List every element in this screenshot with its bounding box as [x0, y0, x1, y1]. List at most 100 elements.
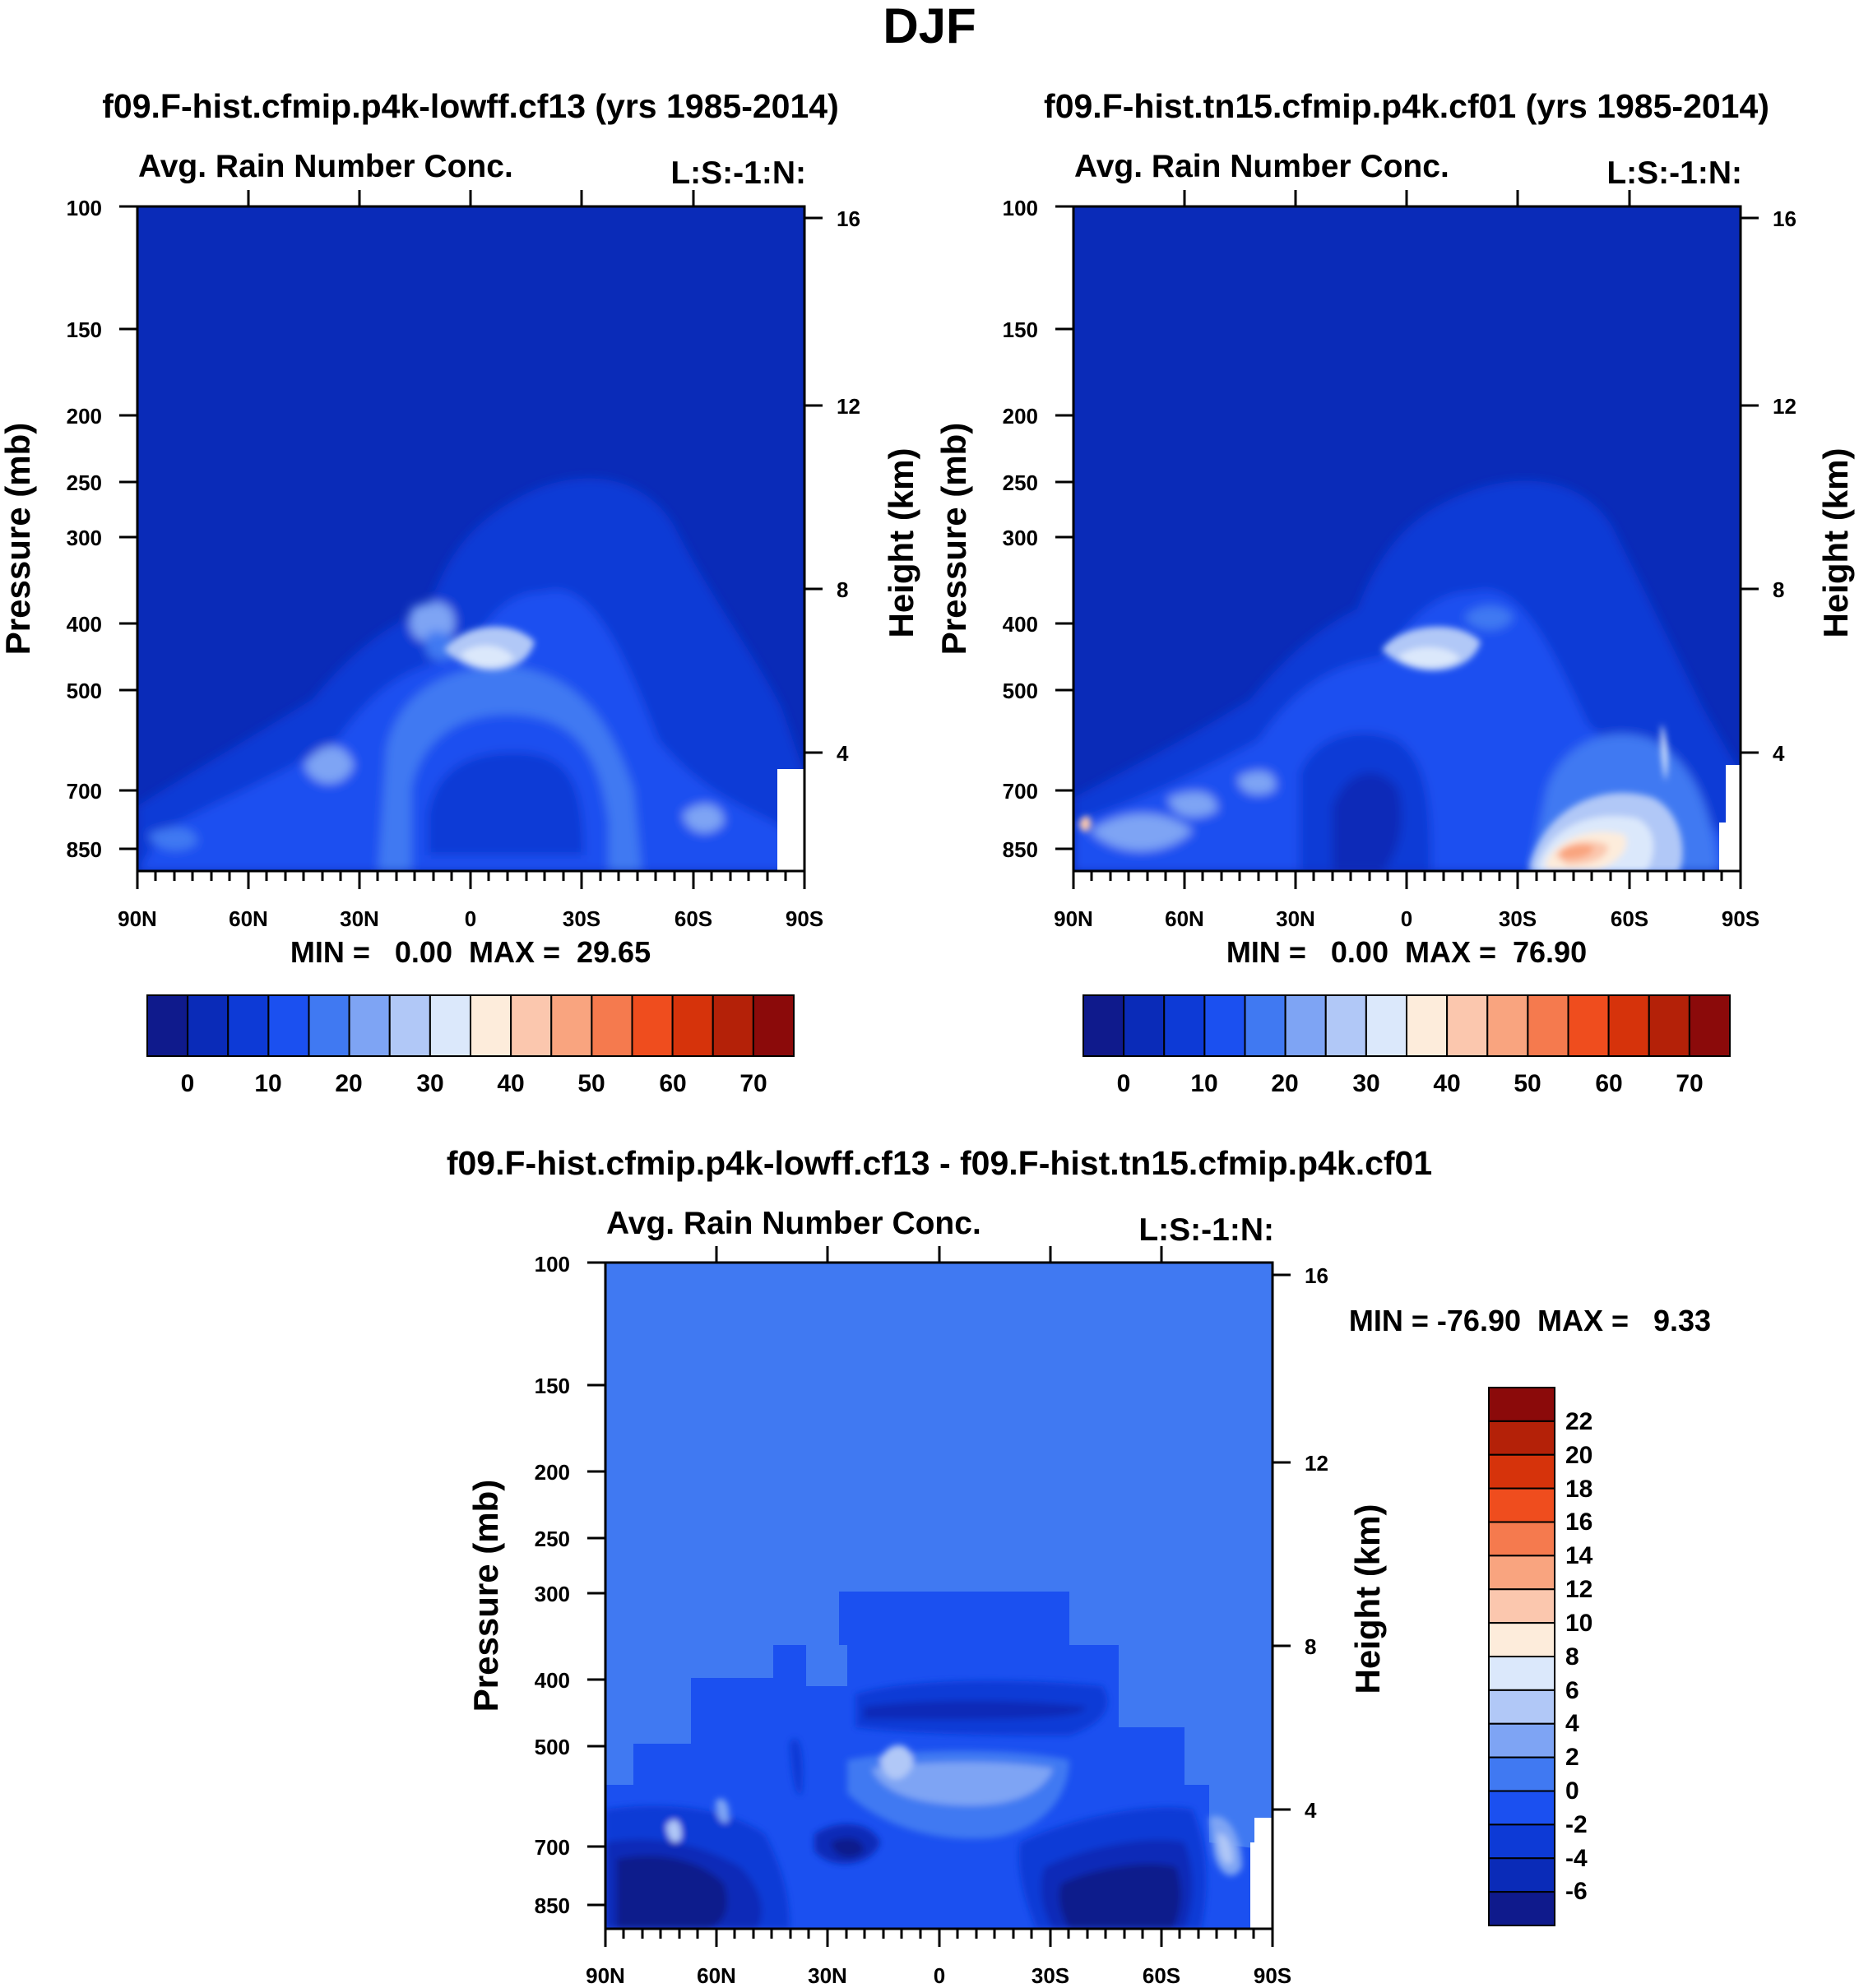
colorbar-swatch	[1648, 994, 1690, 1057]
panel-a-ticks	[119, 190, 823, 889]
y-tick-label: 250	[1003, 470, 1038, 495]
panel-c-stats: MIN = -76.90 MAX = 9.33	[1349, 1304, 1711, 1337]
x-tick-label: 60S	[1611, 906, 1648, 931]
colorbar-swatch	[1488, 1555, 1555, 1591]
colorbar-swatch	[1488, 1823, 1555, 1860]
y-tick-label: 200	[1003, 404, 1038, 429]
panel-b-x-tick-labels: 90N 60N 30N 0 30S 60S 90S	[1054, 906, 1759, 931]
x-tick-label: 60N	[229, 906, 268, 931]
colorbar-label: 10	[1565, 1610, 1592, 1637]
colorbar-label: 4	[1565, 1710, 1579, 1737]
panel-a-colorbar	[146, 994, 795, 1057]
height-tick-label: 4	[1305, 1798, 1317, 1823]
panel-b-colorbar	[1082, 994, 1731, 1057]
height-tick-label: 8	[837, 577, 848, 602]
colorbar-swatch	[1488, 1689, 1555, 1725]
y-tick-label: 700	[535, 1835, 570, 1860]
panel-a-subtitle-left: Avg. Rain Number Conc.	[138, 149, 513, 184]
height-tick-label: 8	[1305, 1634, 1316, 1659]
figure-title: DJF	[883, 0, 976, 53]
colorbar-swatch	[1488, 1756, 1555, 1792]
panel-b-title: f09.F-hist.tn15.cfmip.p4k.cf01 (yrs 1985…	[1044, 87, 1769, 125]
colorbar-label: 12	[1565, 1576, 1592, 1603]
height-tick-label: 8	[1773, 577, 1784, 602]
panel-a-y-tick-labels: 100 150 200 250 300 400 500 700 850	[67, 196, 102, 862]
panel-c-plot-field	[605, 1263, 1273, 1929]
colorbar-swatch	[187, 994, 229, 1057]
colorbar-label: 10	[1190, 1070, 1217, 1097]
colorbar-label: 60	[659, 1070, 686, 1097]
panel-a-title: f09.F-hist.cfmip.p4k-lowff.cf13 (yrs 198…	[102, 87, 838, 125]
y-tick-label: 300	[67, 526, 102, 550]
y-tick-label: 150	[535, 1374, 570, 1398]
height-tick-label: 4	[1773, 741, 1785, 766]
x-tick-label: 90N	[1054, 906, 1093, 931]
colorbar-label: 70	[739, 1070, 767, 1097]
colorbar-swatch	[671, 994, 714, 1057]
y-tick-label: 150	[67, 317, 102, 342]
x-tick-label: 60S	[1143, 1963, 1180, 1988]
colorbar-swatch	[267, 994, 310, 1057]
colorbar-label: 40	[497, 1070, 524, 1097]
x-tick-label: 90N	[586, 1963, 625, 1988]
y-tick-label: 400	[67, 612, 102, 637]
x-tick-label: 90S	[1722, 906, 1759, 931]
colorbar-swatch	[1488, 1453, 1555, 1490]
colorbar-swatch	[1244, 994, 1286, 1057]
y-tick-label: 100	[67, 196, 102, 220]
colorbar-swatch	[1488, 1656, 1555, 1691]
colorbar-swatch	[591, 994, 633, 1057]
x-tick-label: 0	[1401, 906, 1412, 931]
panel-c-colorbar	[1488, 1387, 1555, 1926]
colorbar-label: 40	[1433, 1070, 1460, 1097]
x-tick-label: 30S	[563, 906, 600, 931]
colorbar-swatch	[1324, 994, 1367, 1057]
colorbar-swatch	[348, 994, 391, 1057]
height-tick-label: 4	[837, 741, 849, 766]
x-tick-label: 30S	[1031, 1963, 1069, 1988]
colorbar-swatch	[631, 994, 674, 1057]
panel-a-colorbar-labels: 0 10 20 30 40 50 60 70	[181, 1070, 767, 1097]
colorbar-swatch	[1488, 1420, 1555, 1456]
y-tick-label: 500	[1003, 679, 1038, 703]
colorbar-swatch	[752, 994, 795, 1057]
y-tick-label: 850	[67, 837, 102, 862]
x-tick-label: 30N	[808, 1963, 847, 1988]
y-tick-label: 850	[1003, 837, 1038, 862]
colorbar-swatch	[308, 994, 350, 1057]
colorbar-swatch	[1163, 994, 1206, 1057]
colorbar-label: 20	[1565, 1442, 1592, 1469]
panel-b-ylabel-right: Height (km)	[1816, 448, 1855, 638]
colorbar-swatch	[1365, 994, 1407, 1057]
colorbar-swatch	[1488, 1622, 1555, 1657]
y-tick-label: 700	[1003, 779, 1038, 804]
colorbar-label: 22	[1565, 1408, 1592, 1435]
y-tick-label: 100	[535, 1252, 570, 1277]
colorbar-swatch	[1284, 994, 1327, 1057]
colorbar-label: 30	[416, 1070, 443, 1097]
colorbar-label: 20	[1271, 1070, 1298, 1097]
colorbar-label: 10	[254, 1070, 281, 1097]
panel-c-x-tick-labels: 90N 60N 30N 0 30S 60S 90S	[586, 1963, 1291, 1988]
colorbar-swatch	[1527, 994, 1569, 1057]
colorbar-swatch	[1488, 1891, 1555, 1926]
panel-a-plot-field	[137, 206, 804, 871]
colorbar-label: 50	[1514, 1070, 1541, 1097]
x-tick-label: 30N	[340, 906, 379, 931]
y-tick-label: 200	[67, 404, 102, 429]
panel-c-colorbar-labels: 22 20 18 16 14 12 10 8 6 4 2 0 -2 -4 -6	[1565, 1408, 1593, 1905]
panel-a: f09.F-hist.cfmip.p4k-lowff.cf13 (yrs 198…	[0, 87, 920, 1097]
colorbar-swatch	[429, 994, 471, 1057]
panel-c-title: f09.F-hist.cfmip.p4k-lowff.cf13 - f09.F-…	[447, 1144, 1432, 1182]
panel-b-ticks	[1055, 190, 1759, 889]
height-tick-label: 12	[1773, 394, 1796, 419]
colorbar-label: 2	[1565, 1744, 1579, 1771]
colorbar-label: 0	[1117, 1070, 1131, 1097]
panel-b: f09.F-hist.tn15.cfmip.p4k.cf01 (yrs 1985…	[934, 87, 1855, 1097]
colorbar-swatch	[388, 994, 431, 1057]
colorbar-swatch	[227, 994, 270, 1057]
height-tick-label: 16	[1773, 206, 1796, 231]
colorbar-label: -4	[1565, 1845, 1588, 1872]
x-tick-label: 0	[934, 1963, 945, 1988]
colorbar-swatch	[1488, 1588, 1555, 1624]
